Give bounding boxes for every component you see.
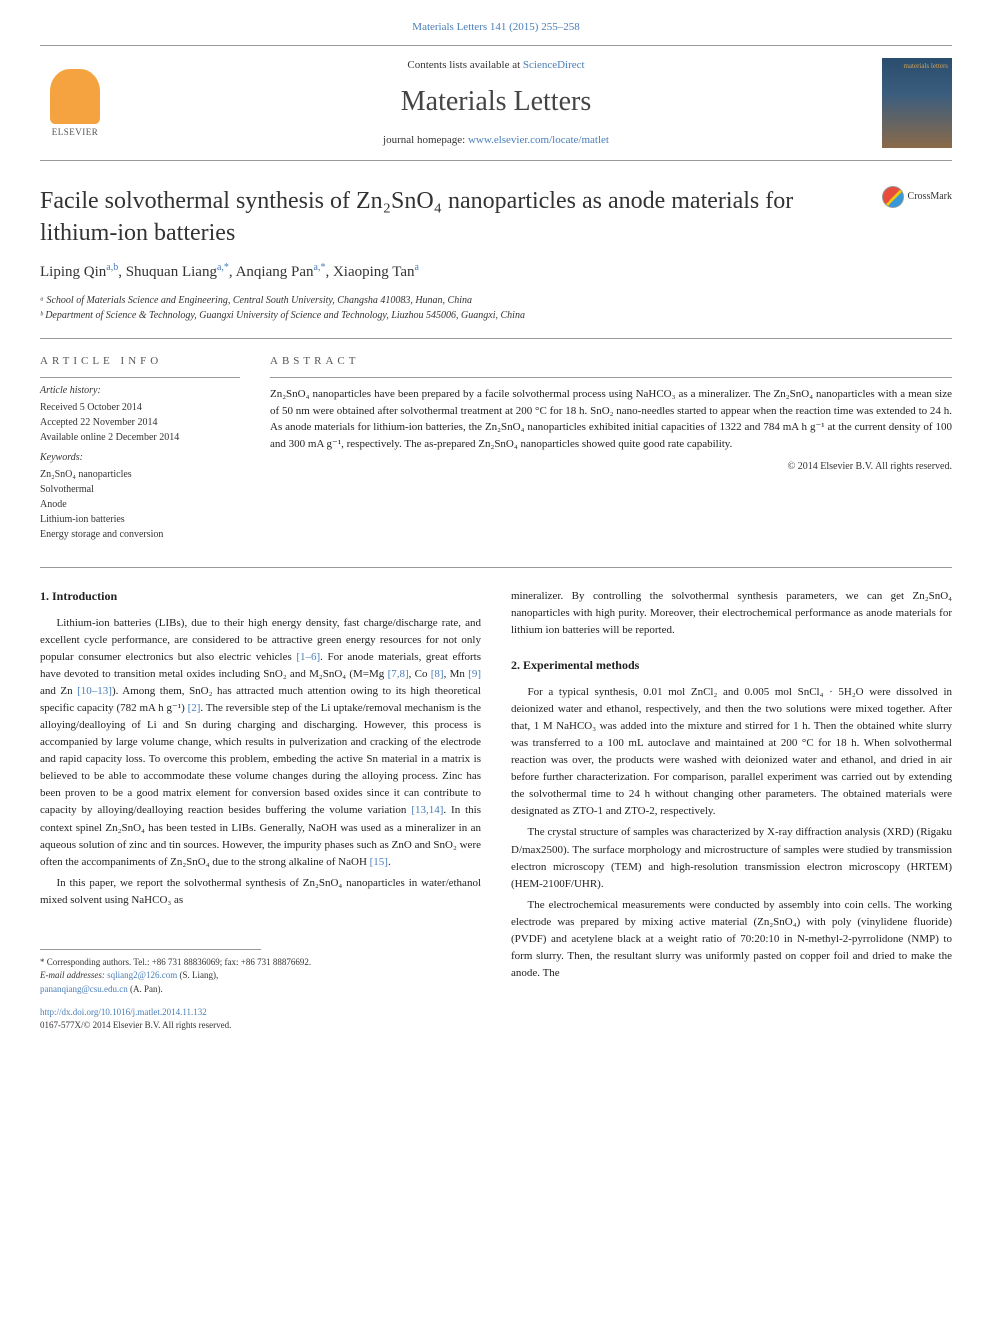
journal-cover-thumbnail: materials letters [882, 58, 952, 148]
ref-7-8[interactable]: [7,8] [388, 668, 409, 680]
p1d: , Mn [444, 668, 469, 680]
affiliations: ᵃ School of Materials Science and Engine… [40, 293, 952, 323]
ref-10-13[interactable]: [10–13] [77, 685, 112, 697]
abstract-text: Zn₂SnO₄ nanoparticles have been prepared… [270, 386, 952, 452]
ref-2[interactable]: [2] [188, 702, 201, 714]
email-footnote: E-mail addresses: sqliang2@126.com (S. L… [40, 969, 481, 983]
affiliation-a: ᵃ School of Materials Science and Engine… [40, 293, 952, 308]
crossmark-icon [882, 186, 904, 208]
intro-para-1: Lithium-ion batteries (LIBs), due to the… [40, 615, 481, 871]
crossmark-label: CrossMark [908, 190, 952, 204]
online-date: Available online 2 December 2014 [40, 430, 240, 445]
authors-line: Liping Qina,b, Shuquan Lianga,*, Anqiang… [40, 261, 952, 283]
ref-1-6[interactable]: [1–6] [296, 651, 320, 663]
history-label: Article history: [40, 384, 240, 398]
p1e: and Zn [40, 685, 77, 697]
corresponding-footnote: * Corresponding authors. Tel.: +86 731 8… [40, 956, 481, 970]
journal-name: Materials Letters [110, 82, 882, 121]
keywords-label: Keywords: [40, 451, 240, 465]
author-3-sup: a,* [314, 262, 326, 273]
keyword-1: Zn₂SnO₄ nanoparticles [40, 467, 240, 482]
right-column: mineralizer. By controlling the solvothe… [511, 588, 952, 1031]
ref-15[interactable]: [15] [370, 856, 388, 868]
p1g: . The reversible step of the Li uptake/r… [40, 702, 481, 816]
exp-para-2: The crystal structure of samples was cha… [511, 824, 952, 892]
abstract-copyright: © 2014 Elsevier B.V. All rights reserved… [270, 460, 952, 474]
abstract-heading: ABSTRACT [270, 354, 952, 369]
exp-para-3: The electrochemical measurements were co… [511, 897, 952, 982]
author-2-sup: a,* [217, 262, 229, 273]
article-info-sidebar: ARTICLE INFO Article history: Received 5… [40, 354, 240, 542]
elsevier-tree-icon [50, 69, 100, 124]
left-column: 1. Introduction Lithium-ion batteries (L… [40, 588, 481, 1031]
homepage-prefix: journal homepage: [383, 134, 468, 146]
intro-para-2-cont: mineralizer. By controlling the solvothe… [511, 588, 952, 639]
divider-2 [40, 567, 952, 568]
elsevier-logo: ELSEVIER [40, 63, 110, 143]
email-1-name: (S. Liang), [177, 970, 218, 980]
exp-para-1: For a typical synthesis, 0.01 mol ZnCl₂ … [511, 684, 952, 820]
author-3: , Anqiang Pan [229, 264, 314, 280]
author-4-sup: a [415, 262, 419, 273]
author-4: , Xiaoping Tan [325, 264, 414, 280]
keyword-3: Anode [40, 497, 240, 512]
sciencedirect-link[interactable]: ScienceDirect [523, 59, 585, 71]
issn-copyright: 0167-577X/© 2014 Elsevier B.V. All right… [40, 1019, 481, 1032]
keyword-4: Lithium-ion batteries [40, 512, 240, 527]
divider [40, 338, 952, 339]
doi-section: http://dx.doi.org/10.1016/j.matlet.2014.… [40, 1006, 481, 1031]
contents-lists-text: Contents lists available at ScienceDirec… [110, 58, 882, 73]
accepted-date: Accepted 22 November 2014 [40, 415, 240, 430]
email-1-link[interactable]: sqliang2@126.com [107, 970, 177, 980]
experimental-heading: 2. Experimental methods [511, 657, 952, 674]
crossmark-badge[interactable]: CrossMark [882, 186, 952, 208]
journal-header: ELSEVIER Contents lists available at Sci… [40, 45, 952, 161]
email-label: E-mail addresses: [40, 970, 107, 980]
contents-prefix: Contents lists available at [407, 59, 522, 71]
received-date: Received 5 October 2014 [40, 400, 240, 415]
abstract-column: ABSTRACT Zn₂SnO₄ nanoparticles have been… [270, 354, 952, 542]
affiliation-b: ᵇ Department of Science & Technology, Gu… [40, 308, 952, 323]
footnote-separator [40, 949, 261, 950]
author-1: Liping Qin [40, 264, 106, 280]
header-center: Contents lists available at ScienceDirec… [110, 58, 882, 148]
p1c: , Co [409, 668, 431, 680]
keyword-5: Energy storage and conversion [40, 527, 240, 542]
cover-label: materials letters [903, 62, 948, 72]
intro-para-2: In this paper, we report the solvotherma… [40, 875, 481, 909]
homepage-line: journal homepage: www.elsevier.com/locat… [110, 133, 882, 148]
ref-8[interactable]: [8] [431, 668, 444, 680]
ref-9[interactable]: [9] [468, 668, 481, 680]
journal-citation: Materials Letters 141 (2015) 255–258 [40, 20, 952, 35]
article-info-heading: ARTICLE INFO [40, 354, 240, 369]
doi-link[interactable]: http://dx.doi.org/10.1016/j.matlet.2014.… [40, 1007, 207, 1017]
elsevier-label: ELSEVIER [52, 126, 99, 139]
email-2-name: (A. Pan). [128, 984, 163, 994]
author-2: , Shuquan Liang [118, 264, 217, 280]
ref-13-14[interactable]: [13,14] [411, 804, 443, 816]
p1i: . [388, 856, 391, 868]
intro-heading: 1. Introduction [40, 588, 481, 605]
email-2-link[interactable]: pananqiang@csu.edu.cn [40, 984, 128, 994]
homepage-link[interactable]: www.elsevier.com/locate/matlet [468, 134, 609, 146]
keyword-2: Solvothermal [40, 482, 240, 497]
author-1-sup: a,b [106, 262, 118, 273]
article-title: Facile solvothermal synthesis of Zn₂SnO₄… [40, 186, 862, 248]
email-footnote-2: pananqiang@csu.edu.cn (A. Pan). [40, 983, 481, 997]
